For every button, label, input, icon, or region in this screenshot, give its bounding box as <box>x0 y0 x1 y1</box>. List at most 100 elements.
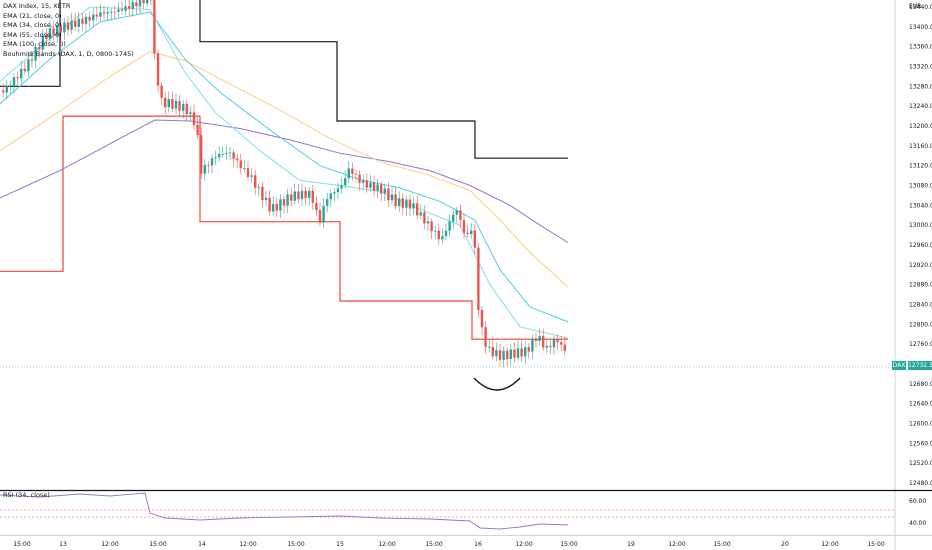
y-tick-label: 12760.00 <box>909 341 932 348</box>
candle-body <box>225 153 228 154</box>
candle-body <box>70 20 73 30</box>
candle-body <box>264 197 268 200</box>
candle-body <box>131 2 134 9</box>
candle-body <box>63 22 66 33</box>
candle-body <box>401 198 404 208</box>
candle-body <box>9 85 12 87</box>
x-tick-label: 15:00 <box>149 541 166 548</box>
candle-body <box>124 6 127 11</box>
candle-body <box>437 230 440 240</box>
y-tick-label: 13320.00 <box>909 64 932 71</box>
candle-body <box>322 205 325 223</box>
candle-body <box>128 6 131 9</box>
candle-body <box>542 336 545 348</box>
candle-body <box>372 182 376 191</box>
candle-body <box>430 221 433 232</box>
candle-body <box>387 188 390 201</box>
legend-symbol: DAX Index, 15, XETR <box>3 2 71 10</box>
ema100-line <box>0 119 569 243</box>
x-tick-label: 15:00 <box>867 541 884 548</box>
y-tick-label: 13200.00 <box>909 123 932 130</box>
x-tick-label: 13 <box>59 541 67 548</box>
x-tick-label: 20 <box>781 541 789 548</box>
candle-body <box>156 53 160 86</box>
candle-body <box>376 184 379 191</box>
candle-body <box>210 158 214 166</box>
candle-body <box>84 16 88 24</box>
candle-body <box>549 345 552 348</box>
y-tick-label: 13080.00 <box>909 183 932 190</box>
candle-body <box>41 35 44 50</box>
x-tick-label: 15:00 <box>713 541 730 548</box>
x-tick-label: 15:00 <box>287 541 304 548</box>
x-tick-label: 12:00 <box>239 541 256 548</box>
candle-body <box>282 199 286 206</box>
candle-body <box>441 236 444 240</box>
candle-body <box>92 14 95 21</box>
candle-body <box>106 12 109 14</box>
candle-body <box>380 184 383 194</box>
candle-body <box>318 210 322 223</box>
candle-body <box>268 197 271 212</box>
candle-body <box>297 191 300 200</box>
candle-body <box>120 9 124 11</box>
candle-body <box>459 210 462 221</box>
candle-body <box>455 210 458 215</box>
current-price-tag: DAX 12732.32 <box>892 361 932 370</box>
y-tick-label: 12560.00 <box>909 440 932 447</box>
x-tick-label: 15 <box>336 541 344 548</box>
candle-body <box>358 174 361 183</box>
candle-body <box>160 85 163 98</box>
x-tick-label: 12:00 <box>515 541 532 548</box>
y-tick-label: 12520.00 <box>909 460 932 467</box>
legend-ema55: EMA (55, close, 0) <box>3 30 62 39</box>
candle-body <box>470 230 473 234</box>
y-tick-label: 13400.00 <box>909 24 932 31</box>
candle-body <box>102 12 106 14</box>
candle-body <box>236 158 239 161</box>
ema21-line <box>0 6 569 339</box>
candle-body <box>304 190 307 198</box>
candle-body <box>81 18 84 24</box>
candle-body <box>524 347 527 357</box>
candle-body <box>207 164 210 166</box>
candle-body <box>527 347 530 352</box>
lower-band-line <box>0 115 568 340</box>
candle-body <box>250 175 253 177</box>
candle-body <box>196 125 199 136</box>
candle-body <box>203 164 206 174</box>
candle-body <box>315 202 318 211</box>
legend-bands: Bouhmidi Bands (DAX, 1, D, 0800-1745) <box>3 49 134 58</box>
candle-body <box>59 25 62 33</box>
candle-body <box>513 349 516 358</box>
candle-body <box>419 212 422 216</box>
candle-body <box>246 168 250 177</box>
candle-body <box>452 214 455 222</box>
candle-body <box>398 198 401 207</box>
candle-body <box>531 338 534 352</box>
candle-body <box>164 97 167 108</box>
y-tick-label: 12960.00 <box>909 242 932 249</box>
candle-body <box>362 180 365 183</box>
candle-body <box>99 12 102 17</box>
candle-body <box>142 0 145 4</box>
candle-body <box>506 350 509 359</box>
candle-body <box>12 77 16 86</box>
candle-body <box>563 344 566 351</box>
y-tick-label: 12840.00 <box>909 302 932 309</box>
legend-ema100: EMA (100, close, 0) <box>3 40 66 48</box>
x-tick-label: 12:00 <box>668 541 685 548</box>
legend: DAX Index, 15, XETR EMA (21, close, 0) E… <box>3 2 134 59</box>
candle-body <box>16 77 19 79</box>
candle-body <box>408 199 412 209</box>
candle-body <box>498 350 502 360</box>
candle-body <box>171 99 174 109</box>
candle-body <box>52 28 55 36</box>
x-tick-label: 15:00 <box>13 541 30 548</box>
x-tick-label: 12:00 <box>101 541 118 548</box>
candle-body <box>351 168 354 174</box>
candle-body <box>110 11 113 13</box>
candle-body <box>369 182 372 188</box>
candle-body <box>509 349 512 359</box>
